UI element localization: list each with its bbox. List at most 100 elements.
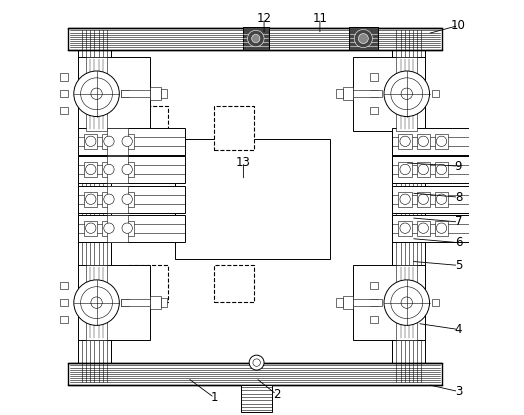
Bar	[161, 298, 167, 307]
Bar	[336, 89, 343, 98]
Circle shape	[354, 29, 373, 48]
Text: 6: 6	[455, 236, 462, 249]
Bar	[241, 385, 272, 412]
Bar	[122, 90, 129, 98]
Bar	[102, 134, 116, 149]
Circle shape	[122, 164, 133, 175]
Circle shape	[358, 34, 368, 44]
Circle shape	[247, 30, 264, 47]
Bar	[435, 162, 448, 177]
Circle shape	[400, 194, 410, 205]
Bar	[392, 215, 500, 242]
Bar	[432, 299, 439, 306]
Bar	[392, 156, 500, 183]
Circle shape	[436, 164, 446, 175]
Bar	[86, 266, 107, 340]
Circle shape	[418, 194, 429, 205]
Bar	[435, 192, 448, 207]
Text: 3: 3	[455, 385, 462, 398]
Bar	[60, 73, 68, 81]
Circle shape	[74, 280, 119, 325]
Bar	[343, 296, 353, 309]
Bar	[102, 221, 116, 236]
Bar	[370, 282, 378, 289]
Bar	[78, 186, 185, 212]
Circle shape	[253, 359, 260, 366]
Circle shape	[104, 223, 114, 233]
Circle shape	[85, 136, 96, 146]
Bar	[243, 27, 269, 50]
Bar	[417, 192, 430, 207]
Circle shape	[384, 71, 430, 117]
Bar	[398, 221, 412, 236]
Circle shape	[85, 194, 96, 205]
Circle shape	[418, 136, 429, 146]
Bar	[435, 221, 448, 236]
Bar	[397, 266, 417, 340]
Bar	[353, 299, 382, 306]
Bar	[398, 162, 412, 177]
Circle shape	[436, 136, 446, 146]
Bar	[370, 316, 378, 323]
Bar	[60, 316, 68, 323]
Circle shape	[400, 164, 410, 175]
Bar	[78, 266, 150, 340]
Circle shape	[436, 194, 446, 205]
Circle shape	[400, 223, 410, 233]
Circle shape	[122, 194, 133, 205]
Text: 7: 7	[455, 215, 462, 229]
Bar	[435, 134, 448, 149]
Bar	[398, 134, 412, 149]
Text: 10: 10	[451, 19, 466, 32]
Bar	[107, 156, 127, 183]
Circle shape	[104, 194, 114, 205]
Bar	[107, 186, 127, 212]
Bar	[161, 89, 167, 98]
Text: 5: 5	[455, 259, 462, 272]
Bar	[78, 156, 185, 183]
Circle shape	[400, 136, 410, 146]
Circle shape	[74, 71, 119, 117]
Text: 9: 9	[455, 160, 462, 173]
Bar	[392, 27, 425, 385]
Bar	[175, 139, 330, 259]
Bar	[78, 56, 150, 131]
Circle shape	[401, 297, 412, 308]
Bar	[121, 162, 134, 177]
Bar	[84, 192, 97, 207]
Bar	[84, 162, 97, 177]
Bar	[60, 90, 68, 98]
Bar	[86, 56, 107, 131]
Circle shape	[104, 136, 114, 146]
Bar	[398, 192, 412, 207]
Bar	[417, 162, 430, 177]
Bar	[370, 299, 378, 306]
Circle shape	[91, 297, 102, 308]
Bar	[102, 162, 116, 177]
Bar	[417, 221, 430, 236]
Bar	[370, 73, 378, 81]
Bar	[60, 299, 68, 306]
Bar	[432, 90, 439, 98]
Circle shape	[81, 78, 113, 110]
Bar	[68, 363, 442, 385]
Bar	[78, 27, 111, 385]
Bar	[370, 90, 378, 98]
Bar	[102, 192, 116, 207]
Bar	[336, 298, 343, 307]
Bar	[122, 90, 150, 97]
Bar	[68, 27, 442, 49]
Bar	[84, 221, 97, 236]
Circle shape	[418, 223, 429, 233]
Bar	[392, 128, 500, 155]
Circle shape	[85, 223, 96, 233]
Circle shape	[252, 34, 260, 43]
Bar	[129, 106, 168, 149]
Circle shape	[384, 280, 430, 325]
Bar	[121, 192, 134, 207]
Bar	[150, 296, 161, 309]
Bar	[343, 87, 353, 100]
Bar	[107, 128, 127, 155]
Bar	[150, 87, 161, 100]
Bar	[107, 215, 127, 242]
